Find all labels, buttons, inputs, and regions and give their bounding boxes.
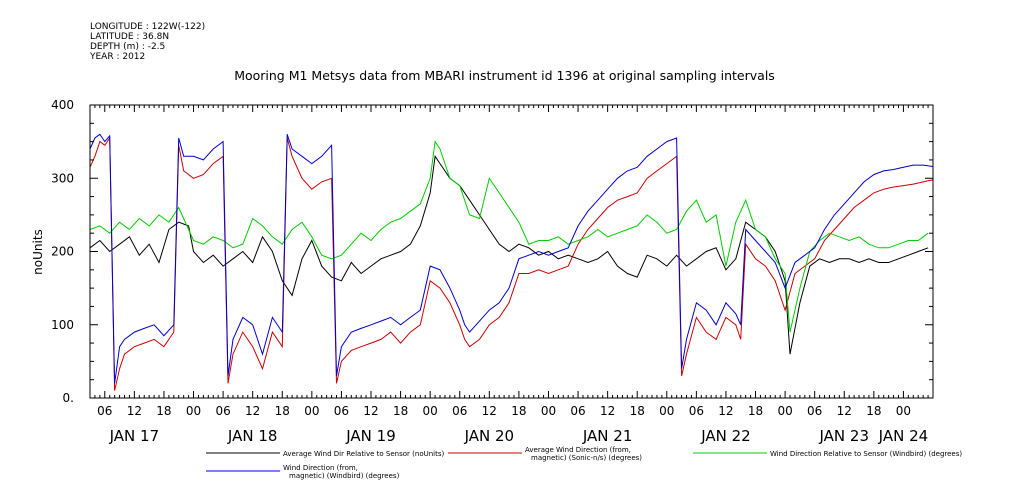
x-date-label: JAN 21 (582, 427, 633, 445)
x-hour-tick-label: 06 (97, 404, 112, 418)
series-line-1 (89, 154, 929, 355)
longitude-label: LONGITUDE : 122W(-122) (90, 22, 206, 32)
x-date-label: JAN 19 (345, 427, 396, 445)
x-hour-tick-label: 00 (777, 404, 792, 418)
x-hour-tick-label: 12 (127, 404, 142, 418)
year-label: YEAR : 2012 (90, 52, 146, 62)
legend-label-2: Average Wind Direction (from, magnetic) (… (525, 446, 642, 462)
x-date-label: JAN 20 (464, 427, 515, 445)
x-hour-tick-label: 00 (304, 404, 319, 418)
x-date-label: JAN 17 (109, 427, 160, 445)
series-line-4 (89, 133, 934, 384)
x-hour-tick-label: 18 (275, 404, 290, 418)
series-line-3 (89, 140, 929, 333)
x-hour-tick-label: 00 (659, 404, 674, 418)
legend-label-3: Wind Direction Relative to Sensor (Windb… (770, 450, 962, 458)
x-hour-tick-label: 18 (630, 404, 645, 418)
x-date-label: JAN 18 (227, 427, 278, 445)
x-hour-tick-label: 06 (215, 404, 230, 418)
latitude-label: LATITUDE : 36.8N (90, 32, 170, 42)
chart-title: Mooring M1 Metsys data from MBARI instru… (234, 68, 775, 83)
x-hour-tick-label: 18 (393, 404, 408, 418)
depth-label: DEPTH (m) : -2.5 (90, 42, 166, 52)
x-hour-tick-label: 12 (718, 404, 733, 418)
y-tick-label: 200 (51, 245, 74, 259)
x-hour-tick-label: 18 (866, 404, 881, 418)
x-date-label: JAN 23 (819, 427, 870, 445)
y-tick-label: 0. (63, 391, 74, 405)
x-hour-tick-label: 18 (511, 404, 526, 418)
x-hour-tick-label: 00 (423, 404, 438, 418)
y-tick-label: 400 (51, 98, 74, 112)
x-hour-tick-label: 12 (482, 404, 497, 418)
x-hour-tick-label: 18 (748, 404, 763, 418)
x-hour-tick-label: 00 (541, 404, 556, 418)
x-hour-tick-label: 06 (807, 404, 822, 418)
y-tick-label: 100 (51, 318, 74, 332)
x-hour-tick-label: 12 (837, 404, 852, 418)
x-hour-tick-label: 00 (896, 404, 911, 418)
x-hour-tick-label: 06 (334, 404, 349, 418)
x-date-label: JAN 24 (878, 427, 929, 445)
x-hour-tick-label: 06 (452, 404, 467, 418)
x-hour-tick-label: 12 (245, 404, 260, 418)
legend-label-4: Wind Direction (from, magnetic) (Windbird… (283, 464, 400, 480)
metadata-block: LONGITUDE : 122W(-122) LATITUDE : 36.8N … (90, 22, 205, 62)
x-hour-tick-label: 06 (570, 404, 585, 418)
x-date-label: JAN 22 (700, 427, 751, 445)
x-hour-tick-label: 00 (186, 404, 201, 418)
x-hour-tick-label: 12 (363, 404, 378, 418)
x-hour-tick-label: 12 (600, 404, 615, 418)
legend-label-1: Average Wind Dir Relative to Sensor (noU… (283, 450, 444, 458)
y-tick-label: 300 (51, 171, 74, 185)
x-hour-tick-label: 06 (689, 404, 704, 418)
y-axis-label: noUnits (31, 229, 45, 275)
series-line-2 (89, 136, 934, 391)
x-hour-tick-label: 18 (156, 404, 171, 418)
plot-frame (89, 104, 934, 399)
